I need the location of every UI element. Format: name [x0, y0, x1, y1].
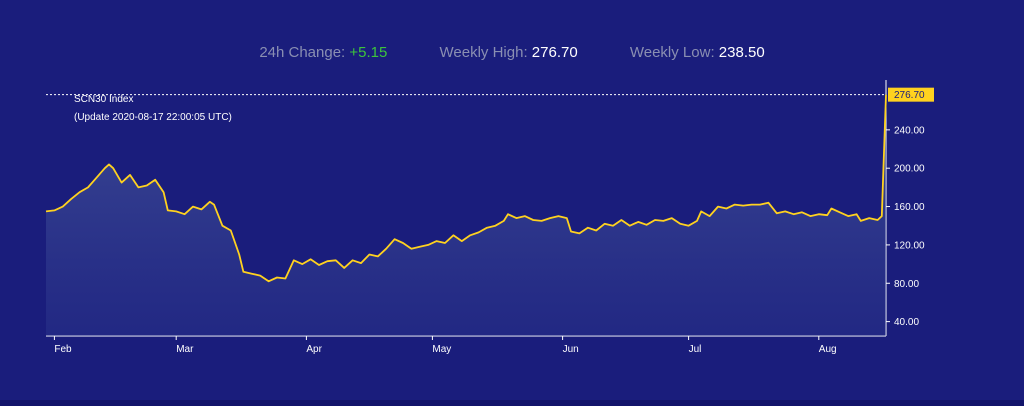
stat-weekly-high-value: 276.70 — [531, 44, 578, 61]
chart-subtitle: (Update 2020-08-17 22:00:05 UTC) — [74, 112, 232, 123]
stat-24h-change-label: 24h Change: — [259, 44, 346, 61]
x-tick-label: Mar — [176, 344, 194, 355]
stat-24h-change: 24h Change: +5.15 — [259, 44, 387, 61]
chart-title: SCN30 Index — [74, 94, 133, 105]
x-tick-label: Apr — [306, 344, 322, 355]
y-tick-label: 120.00 — [894, 240, 925, 251]
x-tick-label: Feb — [54, 344, 72, 355]
stat-24h-change-value: +5.15 — [349, 44, 388, 61]
y-tick-label: 40.00 — [894, 317, 919, 328]
stat-weekly-high-label: Weekly High: — [439, 44, 528, 61]
series-area — [46, 94, 886, 336]
stats-bar: 24h Change: +5.15 Weekly High: 276.70 We… — [0, 44, 1024, 61]
series-line — [45, 94, 887, 283]
y-tick-label: 200.00 — [894, 164, 925, 175]
x-tick-label: Aug — [819, 344, 837, 355]
x-tick-label: Jul — [689, 344, 702, 355]
stat-weekly-low-value: 238.50 — [718, 44, 765, 61]
stat-weekly-low-label: Weekly Low: — [629, 44, 715, 61]
x-tick-label: May — [432, 344, 451, 355]
x-tick-label: Jun — [563, 344, 579, 355]
y-tick-label: 240.00 — [894, 125, 925, 136]
stat-weekly-high: Weekly High: 276.70 — [440, 44, 578, 61]
bottom-bar — [0, 400, 1024, 406]
last-value-label: 276.70 — [894, 90, 925, 101]
y-tick-label: 160.00 — [894, 202, 925, 213]
y-tick-label: 80.00 — [894, 279, 919, 290]
last-value-badge — [888, 87, 934, 102]
stat-weekly-low: Weekly Low: 238.50 — [630, 44, 765, 61]
